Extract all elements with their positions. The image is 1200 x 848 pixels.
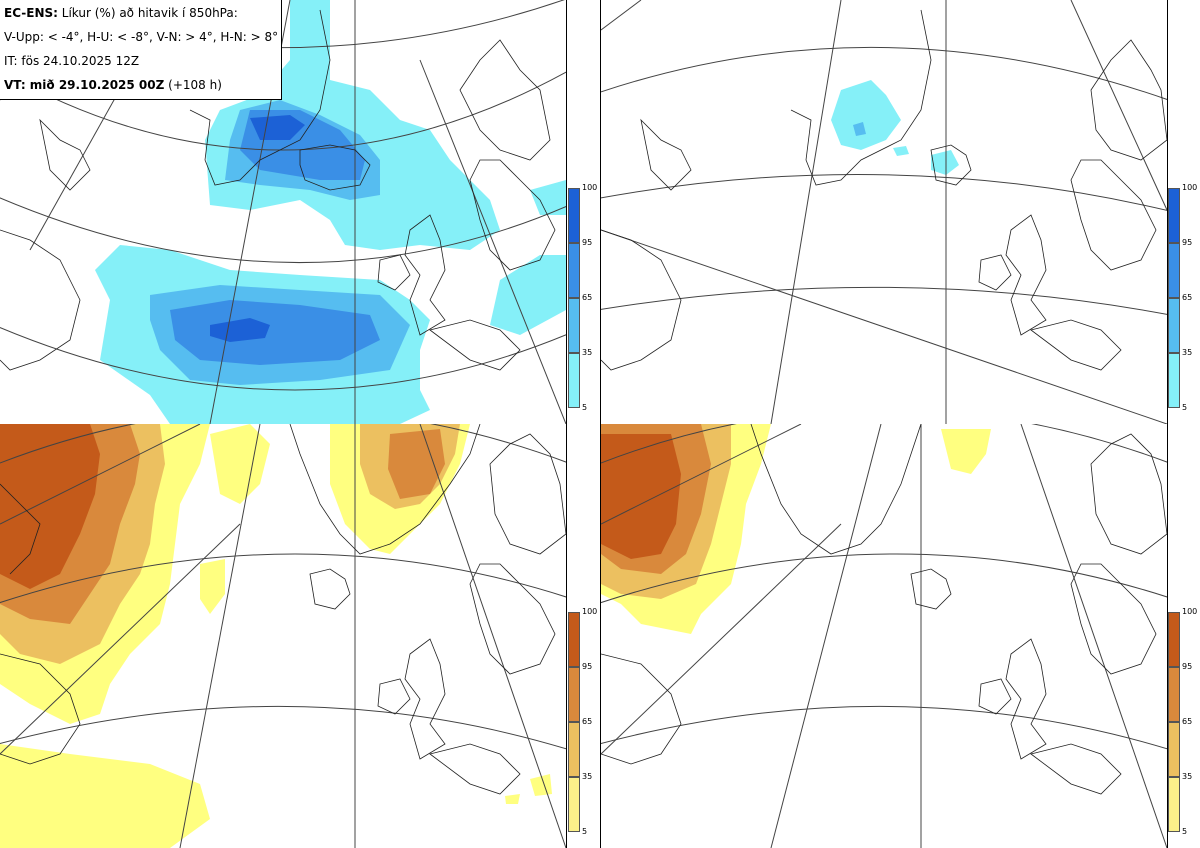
coastlines bbox=[0, 9, 556, 371]
colorbar-lower-right: 100 95 65 35 5 bbox=[1168, 608, 1200, 836]
coastlines bbox=[601, 424, 1167, 795]
colorbar-tick: 95 bbox=[1182, 662, 1193, 671]
probability-shading bbox=[0, 424, 552, 848]
header-title-line: EC-ENS: Líkur (%) að hitavik í 850hPa: bbox=[4, 6, 238, 20]
colorbar-tick: 35 bbox=[1182, 348, 1193, 357]
colorbar-tick: 65 bbox=[582, 717, 593, 726]
colorbar-segment bbox=[1168, 612, 1180, 667]
probability-shading bbox=[601, 424, 991, 634]
colorbar-tick: 35 bbox=[1182, 772, 1193, 781]
colorbar-segment bbox=[568, 667, 580, 722]
colorbar-tick: 5 bbox=[1182, 827, 1188, 836]
colorbar-tick: 5 bbox=[582, 403, 588, 412]
colorbar-tick: 65 bbox=[1182, 293, 1193, 302]
colorbar-tick: 5 bbox=[1182, 403, 1188, 412]
colorbar-segment bbox=[568, 612, 580, 667]
colorbar-segment bbox=[568, 777, 580, 832]
colorbar-tick: 95 bbox=[582, 662, 593, 671]
colorbar-upper-left: 100 95 65 35 5 bbox=[568, 184, 600, 412]
colorbar-tick: 100 bbox=[582, 607, 598, 616]
map-lower-right bbox=[601, 424, 1167, 848]
colorbar-tick: 35 bbox=[582, 772, 593, 781]
map-panel-upper-right bbox=[600, 0, 1168, 425]
graticule bbox=[601, 0, 1167, 424]
colorbar-tick: 100 bbox=[1182, 183, 1198, 192]
colorbar-segment bbox=[1168, 353, 1180, 408]
colorbar-segment bbox=[568, 243, 580, 298]
colorbar-segment bbox=[1168, 243, 1180, 298]
probability-shading bbox=[831, 80, 959, 175]
issue-time: IT: fös 24.10.2025 12Z bbox=[4, 54, 140, 68]
colorbar-segment bbox=[568, 722, 580, 777]
threshold-definitions: V-Upp: < -4°, H-U: < -8°, V-N: > 4°, H-N… bbox=[4, 30, 279, 44]
map-panel-upper-left: EC-ENS: Líkur (%) að hitavik í 850hPa: V… bbox=[0, 0, 567, 425]
map-panel-lower-left bbox=[0, 424, 567, 848]
map-upper-left bbox=[0, 0, 566, 424]
colorbar-tick: 65 bbox=[582, 293, 593, 302]
colorbar-segment bbox=[568, 353, 580, 408]
colorbar-segment bbox=[1168, 298, 1180, 353]
colorbar-segment bbox=[1168, 188, 1180, 243]
colorbar-tick: 95 bbox=[582, 238, 593, 247]
colorbar-lower-left: 100 95 65 35 5 bbox=[568, 608, 600, 836]
colorbar-tick: 5 bbox=[582, 827, 588, 836]
valid-time: VT: mið 29.10.2025 00Z bbox=[4, 78, 165, 92]
model-name: EC-ENS: bbox=[4, 6, 58, 20]
colorbar-tick: 95 bbox=[1182, 238, 1193, 247]
graticule bbox=[601, 424, 1167, 848]
map-upper-right bbox=[601, 0, 1167, 424]
colorbar-segment bbox=[568, 298, 580, 353]
product-title: Líkur (%) að hitavik í 850hPa: bbox=[61, 6, 238, 20]
colorbar-segment bbox=[1168, 777, 1180, 832]
valid-time-line: VT: mið 29.10.2025 00Z (+108 h) bbox=[4, 78, 222, 92]
colorbar-tick: 100 bbox=[582, 183, 598, 192]
colorbar-segment bbox=[1168, 722, 1180, 777]
graticule bbox=[0, 424, 566, 848]
colorbar-tick: 65 bbox=[1182, 717, 1193, 726]
colorbar-tick: 35 bbox=[582, 348, 593, 357]
map-panel-lower-right bbox=[600, 424, 1168, 848]
colorbar-segment bbox=[1168, 667, 1180, 722]
map-lower-left bbox=[0, 424, 566, 848]
colorbar-upper-right: 100 95 65 35 5 bbox=[1168, 184, 1200, 412]
probability-shading bbox=[95, 0, 566, 424]
coastlines bbox=[601, 9, 1167, 371]
coastlines bbox=[0, 424, 566, 795]
forecast-offset: (+108 h) bbox=[168, 78, 222, 92]
colorbar-segment bbox=[568, 188, 580, 243]
colorbar-tick: 100 bbox=[1182, 607, 1198, 616]
header-info-box: EC-ENS: Líkur (%) að hitavik í 850hPa: V… bbox=[0, 0, 282, 100]
